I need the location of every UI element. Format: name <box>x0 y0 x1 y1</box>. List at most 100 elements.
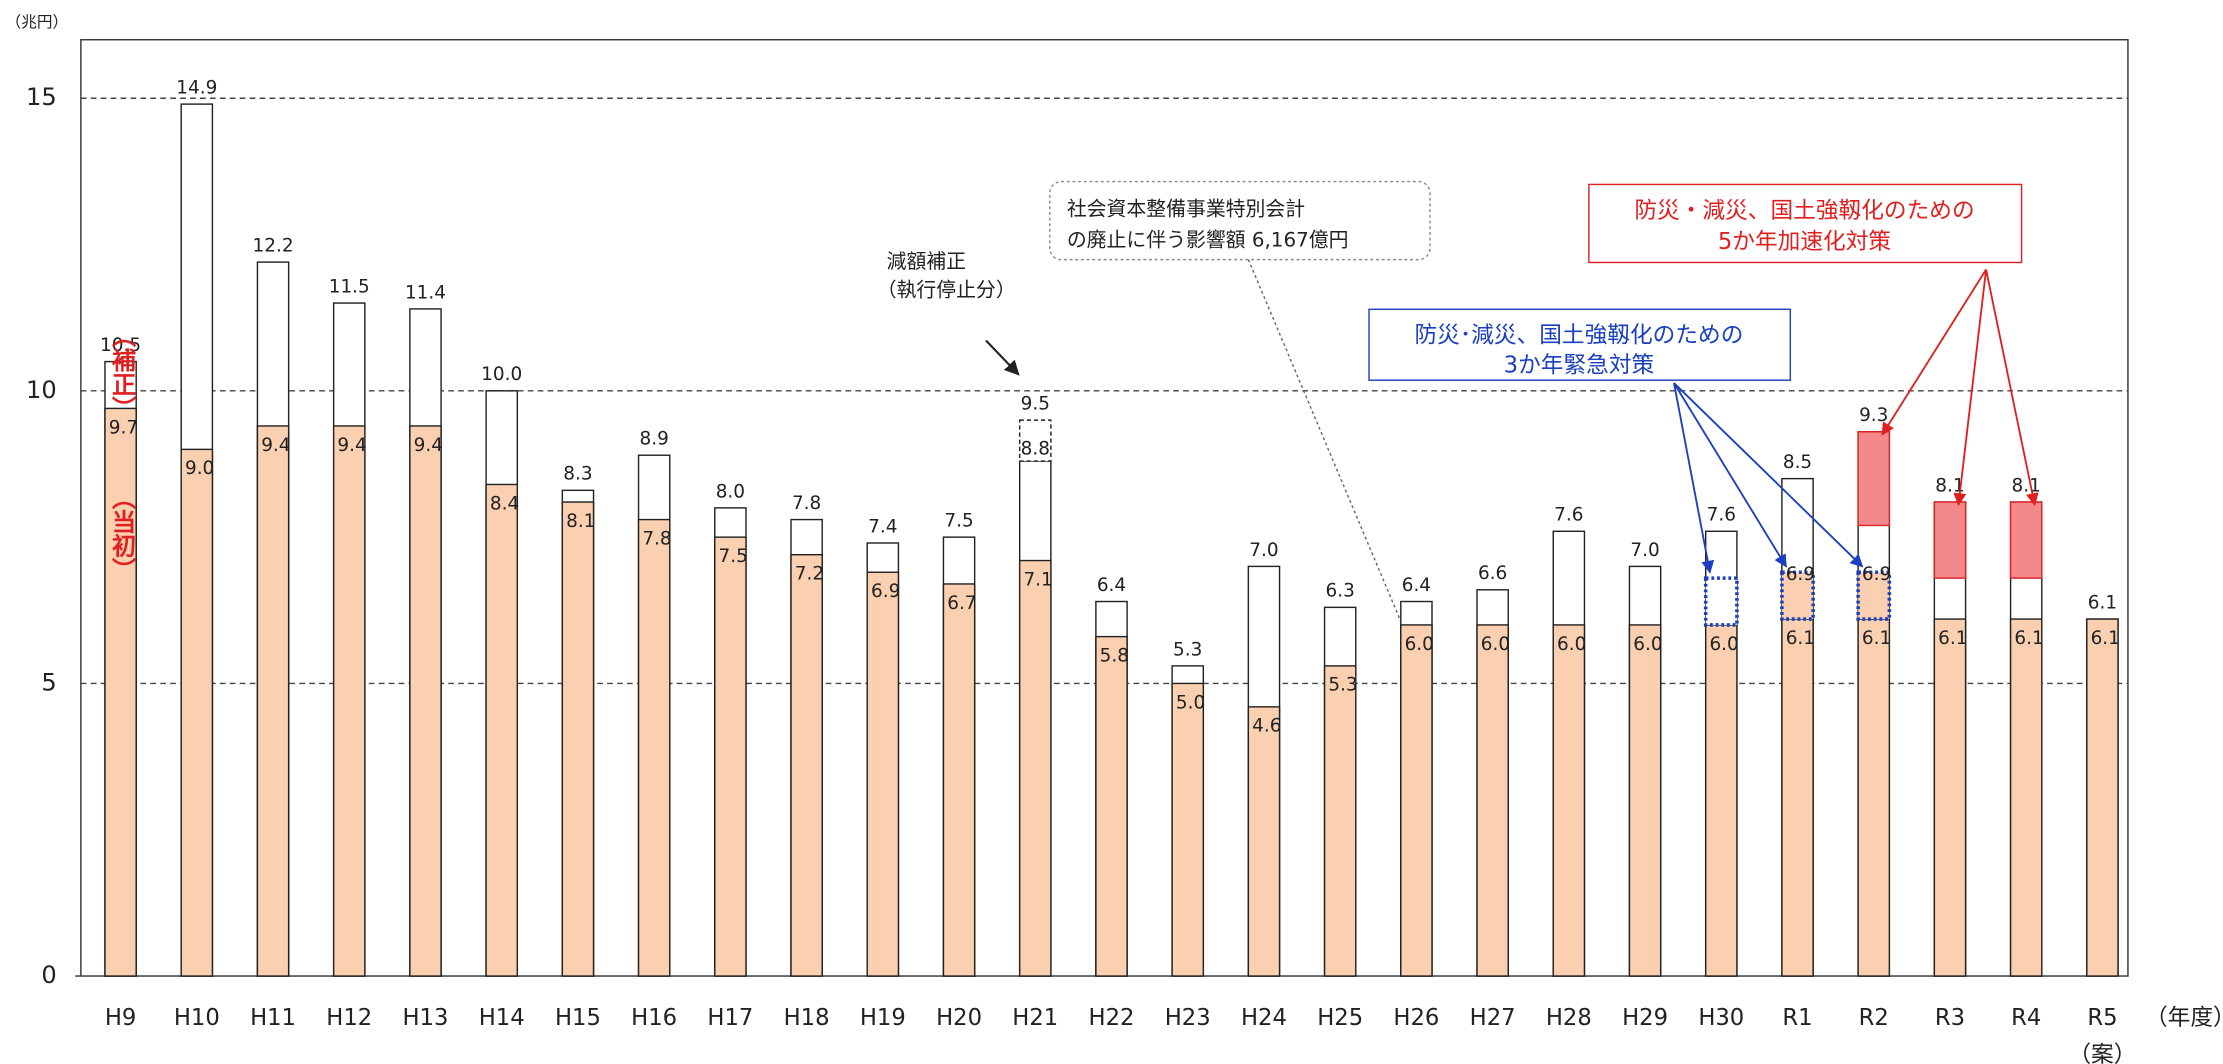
bar-initial <box>332 425 366 977</box>
value-label: 5.0 <box>1176 692 1205 713</box>
x-tick-label: R3 <box>1935 1005 1965 1031</box>
bar-initial <box>714 536 747 977</box>
value-label: 6.0 <box>1633 634 1662 655</box>
x-tick-label: H11 <box>250 1005 296 1031</box>
value-label: 8.0 <box>716 481 745 502</box>
value-label: 7.4 <box>868 516 897 537</box>
value-label: 7.0 <box>1249 540 1278 561</box>
arrow <box>1673 382 1864 568</box>
value-label: 6.1 <box>1862 628 1891 649</box>
bar-initial <box>1171 682 1205 977</box>
value-label: 6.0 <box>1405 634 1434 655</box>
bar-initial <box>1400 624 1433 977</box>
x-tick-label: H12 <box>326 1005 372 1031</box>
bar-initial <box>1704 624 1738 977</box>
value-label: 9.4 <box>414 435 443 456</box>
emergency-segment <box>1856 570 1892 621</box>
bar-initial <box>1857 618 1891 977</box>
value-label: 8.9 <box>639 429 668 450</box>
emergency-box <box>1368 308 1792 381</box>
bar-initial <box>1628 624 1662 977</box>
bar-initial <box>561 501 595 977</box>
acceleration-title: 5か年加速化対策 <box>1718 229 1891 255</box>
value-label: 6.9 <box>871 581 900 602</box>
value-label: 10.0 <box>481 364 522 385</box>
y-tick-label: 15 <box>26 83 57 111</box>
value-label: 6.1 <box>2091 628 2120 649</box>
value-label: 9.3 <box>1859 405 1888 426</box>
bar-initial <box>104 407 137 977</box>
emergency-title: 防災･減災、国土強靱化のための <box>1414 323 1743 349</box>
acceleration-segment <box>2009 501 2043 579</box>
x-tick-label: H18 <box>784 1005 830 1031</box>
bar-initial <box>942 583 976 977</box>
x-tick-label: H24 <box>1241 1005 1287 1031</box>
bar-initial <box>1933 618 1967 977</box>
special-account-note: の廃止に伴う影響額 6,167億円 <box>1067 229 1349 252</box>
x-tick-label: H25 <box>1317 1005 1363 1031</box>
bar-initial <box>180 448 214 977</box>
x-tick-label: H26 <box>1393 1005 1439 1031</box>
acceleration-title: 防災・減災、国土強靱化のための <box>1634 198 1974 224</box>
value-label: 11.5 <box>329 276 370 297</box>
x-tick-label: H19 <box>860 1005 906 1031</box>
bar-initial <box>1552 624 1586 977</box>
value-label: 4.6 <box>1252 716 1281 737</box>
value-label: 9.5 <box>1021 394 1050 415</box>
x-tick-label: H30 <box>1698 1005 1744 1031</box>
bar-initial <box>1323 665 1357 977</box>
y-tick-label: 5 <box>41 668 56 696</box>
arrow <box>1673 382 1715 574</box>
value-label: 5.3 <box>1173 639 1202 660</box>
value-label: 8.1 <box>2012 475 2041 496</box>
value-label: 7.1 <box>1023 569 1052 590</box>
bar-initial <box>790 553 823 977</box>
value-label: 9.7 <box>109 417 138 438</box>
x-tick-label: H20 <box>936 1005 982 1031</box>
bar-initial <box>2086 618 2119 977</box>
x-tick-label: R1 <box>1782 1005 1812 1031</box>
x-tick-label: H10 <box>174 1005 220 1031</box>
value-label: 7.0 <box>1630 540 1659 561</box>
value-label: 8.5 <box>1783 452 1812 473</box>
bar-initial <box>1781 618 1814 977</box>
y-unit: （兆円） <box>6 13 68 31</box>
reduction-note: 減額補正 <box>887 250 966 273</box>
value-label: 6.3 <box>1326 581 1355 602</box>
x-tick-label: H27 <box>1470 1005 1516 1031</box>
bar-initial <box>1476 624 1509 977</box>
value-label: 8.4 <box>490 493 519 514</box>
bar-initial <box>1018 559 1052 977</box>
value-label: 10.5 <box>100 335 141 356</box>
value-label: 8.1 <box>1935 475 1964 496</box>
x-tick-label: H22 <box>1089 1005 1135 1031</box>
value-label: 7.5 <box>944 511 973 532</box>
value-label: 9.0 <box>185 458 214 479</box>
value-label: 6.4 <box>1097 575 1126 596</box>
bar-initial <box>637 518 671 977</box>
value-label: 5.8 <box>1100 645 1129 666</box>
value-label: 6.1 <box>2088 592 2117 613</box>
arrow <box>1953 269 1988 507</box>
value-label: 9.4 <box>337 435 366 456</box>
value-label: 7.8 <box>792 493 821 514</box>
value-label: 8.3 <box>563 464 592 485</box>
reduction-note: （執行停止分） <box>877 278 1016 301</box>
x-tick-label: H17 <box>707 1005 753 1031</box>
acceleration-segment <box>1857 431 1891 527</box>
legend-label: （補正） <box>108 323 137 419</box>
acceleration-box <box>1588 183 2023 264</box>
reduction-box <box>1018 419 1052 462</box>
value-label: 6.6 <box>1478 563 1507 584</box>
special-account-note: 社会資本整備事業特別会計 <box>1067 197 1305 220</box>
value-label: 7.8 <box>642 528 671 549</box>
bar-initial <box>256 425 290 977</box>
value-label: 6.1 <box>1938 628 1967 649</box>
value-label: 11.4 <box>405 282 446 303</box>
arrow <box>1247 259 1413 648</box>
bar-initial <box>2009 618 2043 977</box>
x-tick-label: H29 <box>1622 1005 1668 1031</box>
value-label: 6.9 <box>1862 564 1891 585</box>
arrow <box>1881 269 1987 436</box>
